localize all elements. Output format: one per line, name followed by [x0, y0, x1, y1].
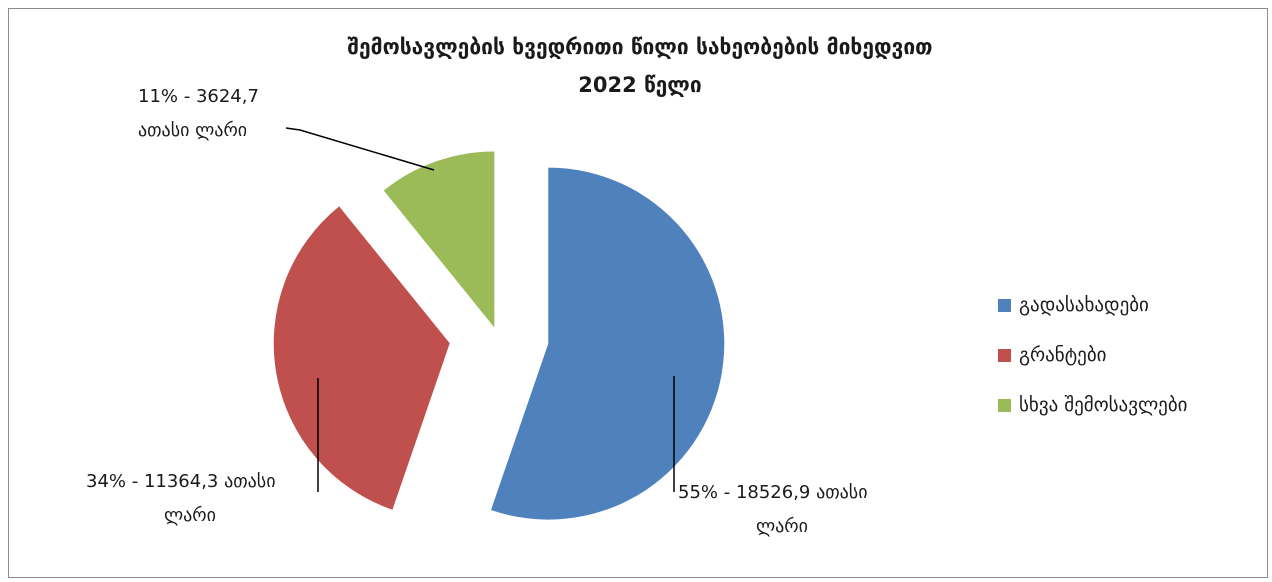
legend-swatch — [998, 298, 1011, 312]
data-label-gadasakhadebi: 55% - 18526,9 ათასი ლარი — [678, 482, 868, 537]
legend-label: გადასახადები — [1019, 294, 1149, 316]
chart-subtitle: 2022 წელი — [578, 73, 702, 97]
legend-swatch — [998, 348, 1011, 362]
pie-slice-gadasakhadebi — [490, 167, 725, 520]
legend: გადასახადები გრანტები სხვა შემოსავლები — [998, 280, 1188, 430]
data-label-grantebi: 34% - 11364,3 ათასი ლარი — [86, 471, 276, 526]
legend-swatch — [998, 398, 1011, 412]
pie-slice-skhva — [383, 151, 495, 328]
pie-slice-grantebi — [273, 206, 450, 510]
legend-item-skhva: სხვა შემოსავლები — [998, 380, 1188, 430]
leader-line-skhva — [285, 127, 435, 171]
legend-item-grantebi: გრანტები — [998, 330, 1188, 380]
chart-title: შემოსავლების ხვედრითი წილი სახეობების მი… — [347, 35, 933, 59]
legend-label: გრანტები — [1019, 344, 1107, 366]
legend-label: სხვა შემოსავლები — [1019, 394, 1188, 416]
data-label-skhva: 11% - 3624,7 ათასი ლარი — [138, 86, 259, 141]
legend-item-gadasakhadebi: გადასახადები — [998, 280, 1188, 330]
